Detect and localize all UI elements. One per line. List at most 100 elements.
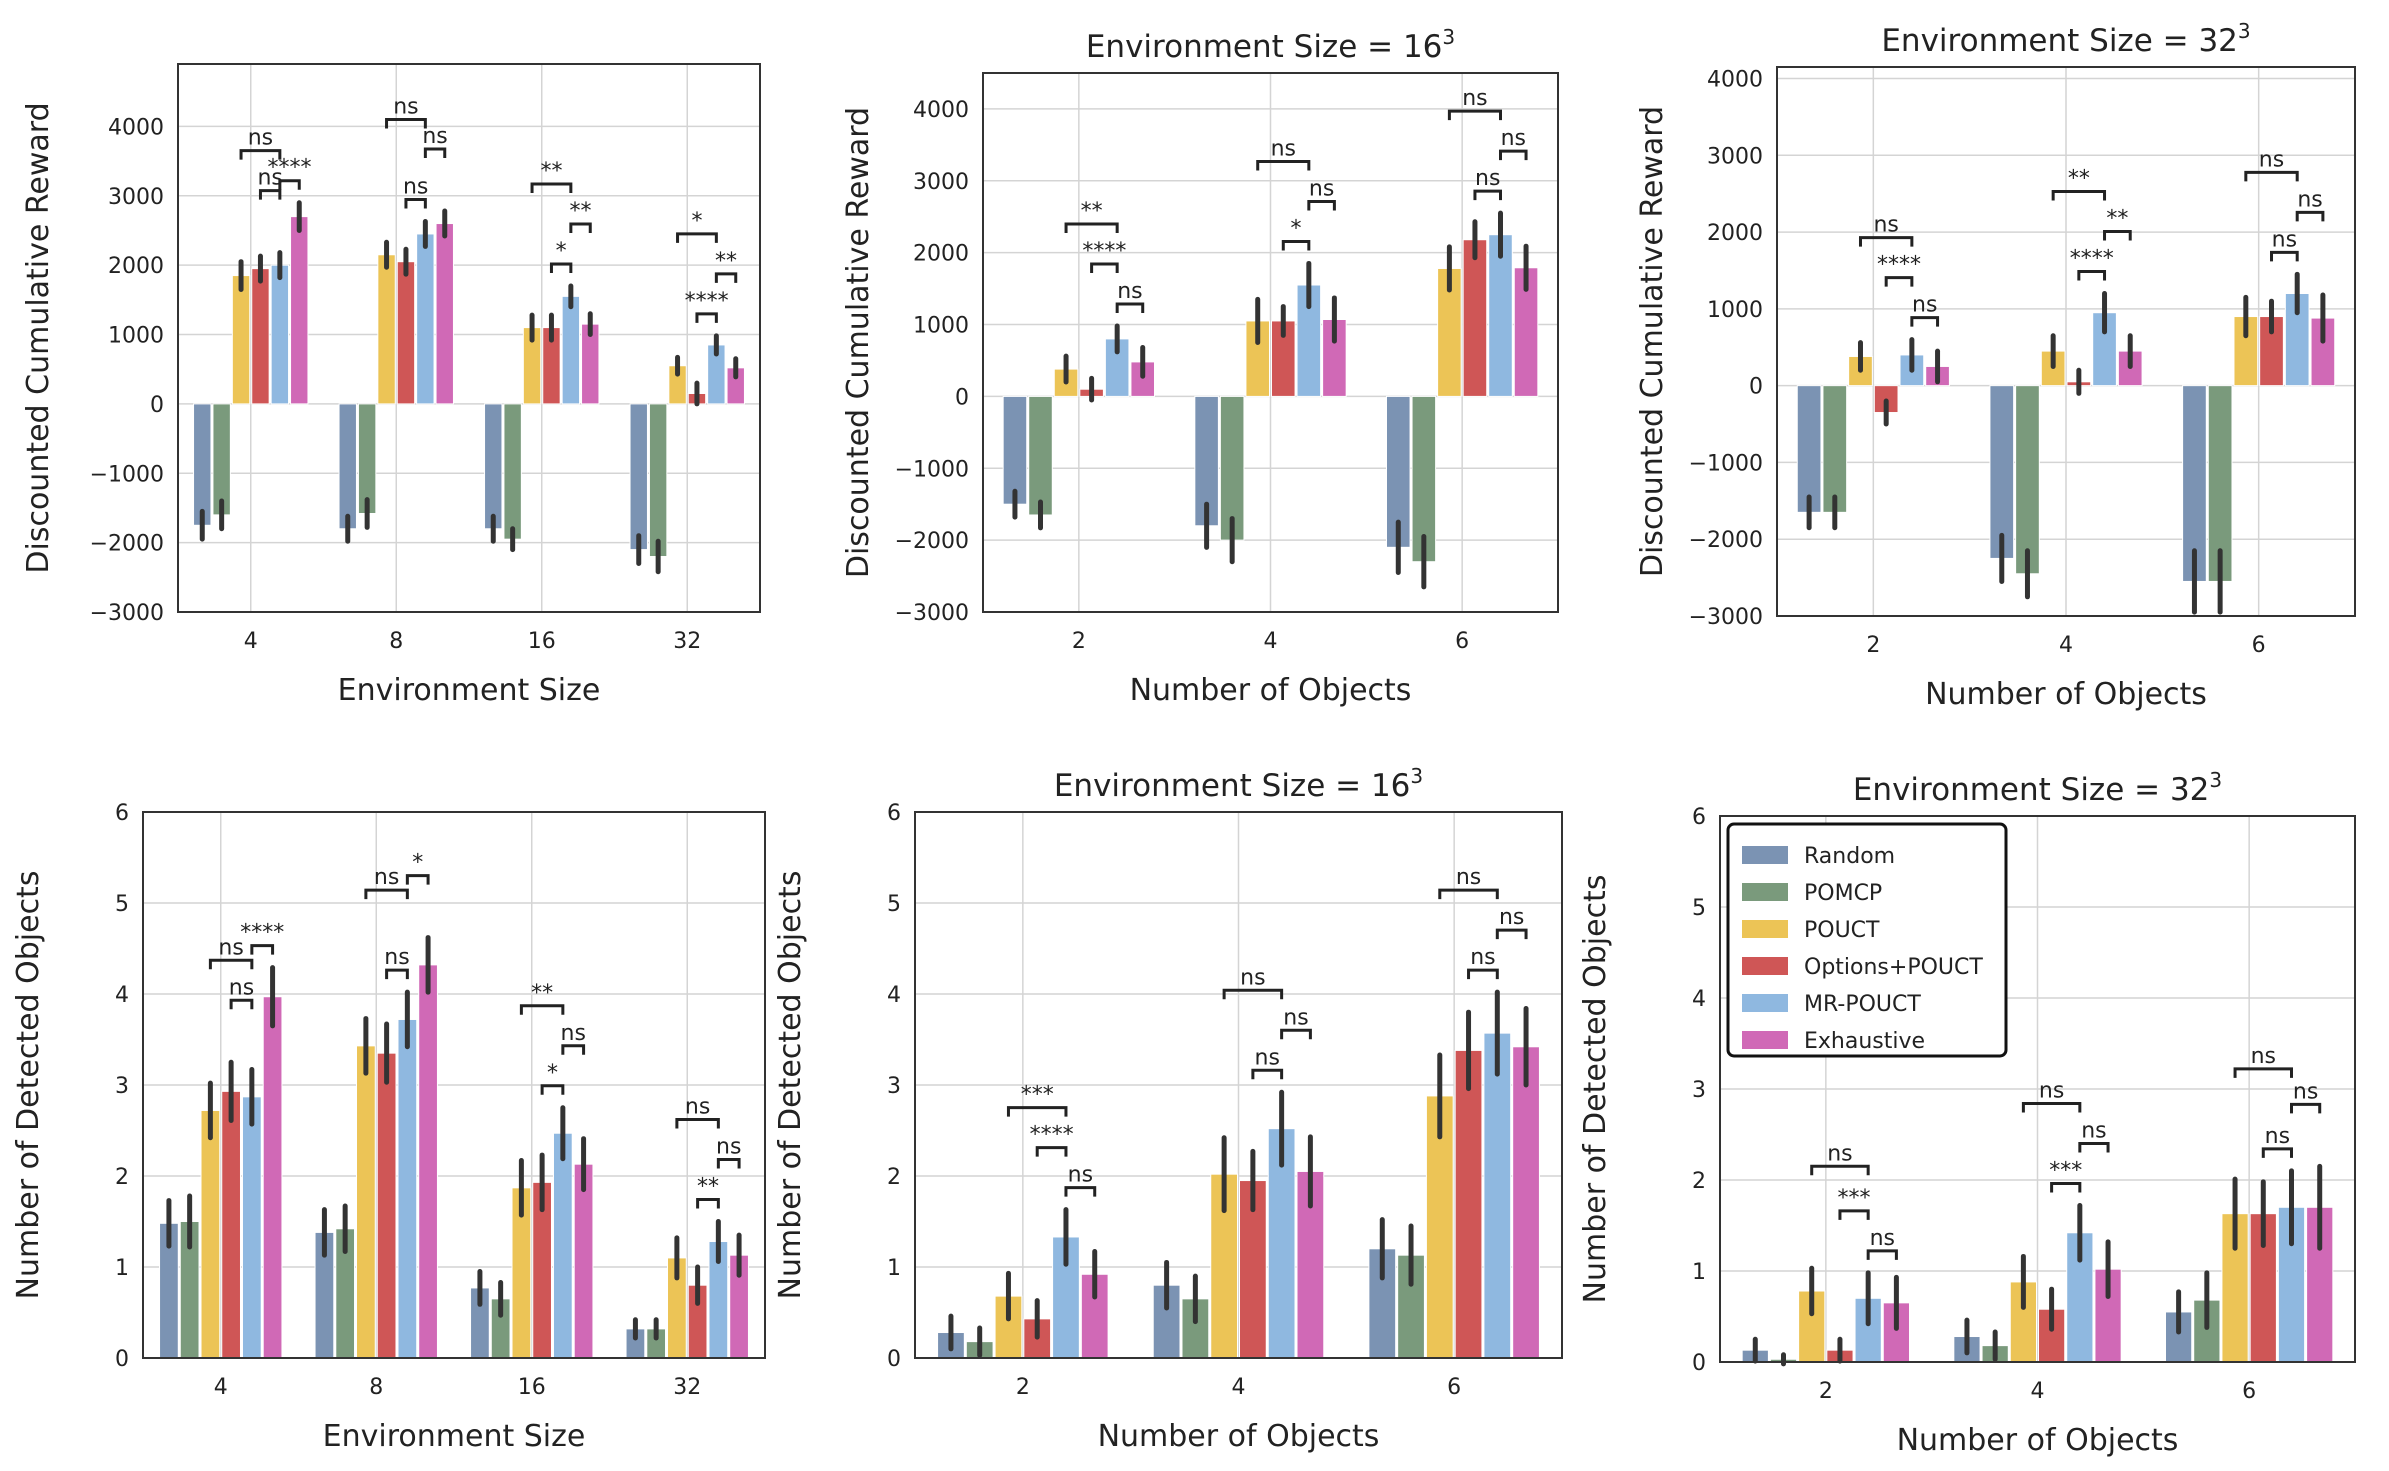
- x-tick-label: 16: [518, 1375, 546, 1400]
- significance-bracket: [1499, 149, 1528, 161]
- y-tick-label: 3: [115, 1074, 129, 1099]
- y-tick-label: 2: [887, 1165, 901, 1190]
- y-tick-label: 5: [115, 892, 129, 917]
- bar: [503, 403, 522, 540]
- bar: [1483, 1032, 1512, 1359]
- y-tick-label: 1000: [913, 314, 969, 339]
- bar: [397, 1018, 418, 1359]
- bar: [241, 1096, 262, 1359]
- significance-label: ns: [393, 94, 418, 119]
- significance-label: ns: [2259, 147, 2284, 172]
- legend-label: MR-POUCT: [1804, 992, 1921, 1017]
- significance-bracket: [2233, 1067, 2293, 1078]
- y-tick-label: −2000: [895, 529, 969, 554]
- bar: [1454, 1049, 1483, 1359]
- y-tick-label: 0: [1749, 375, 1763, 400]
- y-tick-label: 3000: [913, 170, 969, 195]
- significance-bracket: [1256, 159, 1311, 171]
- significance-label: ns: [1283, 1005, 1308, 1030]
- y-tick-label: 1000: [1707, 298, 1763, 323]
- significance-label: **: [2106, 207, 2128, 232]
- significance-bracket: [675, 1118, 720, 1129]
- significance-label: **: [697, 1175, 719, 1200]
- significance-bracket: [1307, 199, 1336, 211]
- y-tick-label: 6: [115, 801, 129, 826]
- y-tick-label: 3000: [108, 185, 164, 210]
- significance-label: *: [1291, 216, 1302, 241]
- legend-swatch: [1742, 846, 1788, 864]
- x-tick-label: 4: [1232, 1375, 1246, 1400]
- significance-bracket: [1810, 1164, 1870, 1176]
- significance-label: ns: [1873, 213, 1898, 238]
- significance-bracket: [676, 232, 718, 243]
- significance-label: ns: [561, 1021, 586, 1046]
- significance-label: *: [691, 209, 702, 234]
- significance-label: ****: [268, 156, 312, 181]
- bar: [193, 403, 212, 526]
- axes-frame: [982, 72, 1559, 613]
- y-tick-label: 4000: [913, 98, 969, 123]
- y-tick-label: −3000: [90, 601, 164, 626]
- bar: [648, 403, 668, 558]
- y-axis-label: Discounted Cumulative Reward: [1635, 106, 1670, 577]
- y-tick-label: −1000: [90, 462, 164, 487]
- y-tick-label: 0: [150, 393, 164, 418]
- x-tick-label: 32: [673, 1375, 701, 1400]
- bar: [416, 233, 435, 405]
- significance-bracket: [208, 958, 254, 970]
- significance-label: ns: [1499, 905, 1524, 930]
- chart-title: Environment Size = 163: [1054, 764, 1423, 804]
- bar: [357, 403, 377, 514]
- x-axis-label: Number of Objects: [1098, 1419, 1380, 1454]
- y-tick-label: 4000: [108, 115, 164, 140]
- significance-bracket: [2261, 1147, 2293, 1158]
- significance-bracket: [2051, 190, 2107, 201]
- significance-label: ns: [1462, 86, 1487, 111]
- significance-label: ns: [1870, 1226, 1895, 1251]
- significance-label: **: [1081, 199, 1103, 224]
- legend-swatch: [1742, 957, 1788, 975]
- x-axis-label: Number of Objects: [1130, 673, 1412, 708]
- significance-bracket: [561, 1044, 586, 1055]
- y-tick-label: 0: [887, 1347, 901, 1372]
- significance-label: ****: [240, 921, 284, 946]
- x-tick-label: 6: [1447, 1375, 1461, 1400]
- axes-frame: [914, 811, 1563, 1359]
- x-axis-label: Environment Size: [338, 673, 601, 708]
- significance-bracket: [1473, 189, 1502, 201]
- significance-label: **: [570, 199, 592, 224]
- significance-bracket: [1090, 262, 1119, 273]
- y-tick-label: 2000: [913, 242, 969, 267]
- chart-panel-2: −3000 −2000 −1000 0 1000 2000 3000 4000 2 4 6 Numbe…: [841, 25, 1559, 708]
- significance-bracket: [229, 998, 254, 1010]
- axes-frame: [1719, 815, 2356, 1363]
- y-axis-label: Number of Detected Objects: [773, 871, 808, 1300]
- significance-bracket: [423, 147, 447, 159]
- y-tick-label: 2: [1692, 1169, 1706, 1194]
- significance-bracket: [696, 1198, 720, 1209]
- bar: [1512, 1046, 1540, 1359]
- y-tick-label: 4: [115, 983, 129, 1008]
- significance-label: ns: [384, 945, 409, 970]
- bar: [338, 403, 357, 530]
- significance-bracket: [1467, 968, 1499, 980]
- y-tick-label: −2000: [90, 532, 164, 557]
- bar: [484, 403, 503, 530]
- significance-bracket: [1858, 236, 1914, 247]
- significance-label: ns: [1456, 865, 1481, 890]
- significance-bracket: [385, 968, 409, 980]
- significance-label: ns: [716, 1135, 741, 1160]
- y-tick-label: 0: [1692, 1351, 1706, 1376]
- significance-label: ns: [1068, 1163, 1093, 1188]
- bar: [262, 996, 283, 1359]
- x-axis-label: Number of Objects: [1925, 677, 2207, 712]
- significance-label: ns: [422, 124, 447, 149]
- significance-bracket: [404, 197, 427, 209]
- y-axis-label: Number of Detected Objects: [11, 871, 46, 1300]
- y-tick-label: −1000: [895, 457, 969, 482]
- x-tick-label: 16: [528, 629, 556, 654]
- y-tick-label: 4: [1692, 987, 1706, 1012]
- x-tick-label: 8: [389, 629, 403, 654]
- significance-bracket: [549, 262, 573, 273]
- y-tick-label: 1: [1692, 1260, 1706, 1285]
